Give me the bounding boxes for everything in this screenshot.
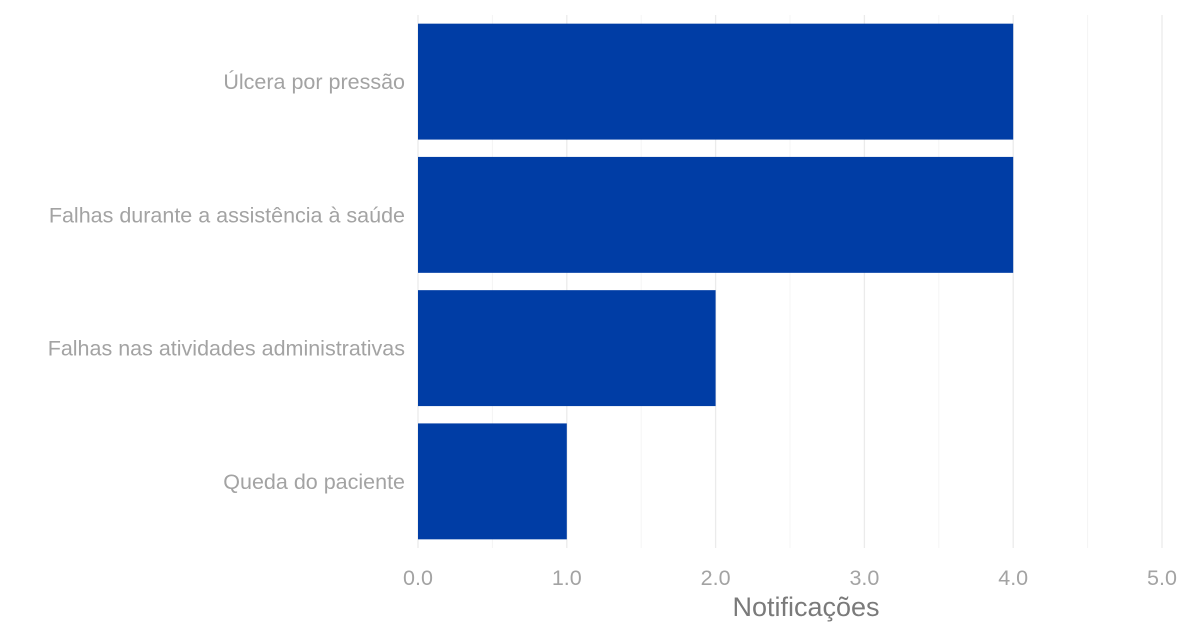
category-label: Úlcera por pressão (223, 69, 405, 94)
bars (418, 23, 1014, 540)
x-tick-label: 1.0 (552, 566, 582, 590)
x-tick-label: 2.0 (701, 566, 731, 590)
bar (418, 23, 1014, 140)
x-tick-label: 5.0 (1147, 566, 1177, 590)
category-label: Falhas nas atividades administrativas (48, 337, 405, 361)
bar (418, 423, 567, 540)
x-tick-label: 0.0 (403, 566, 433, 590)
x-tick-label: 4.0 (998, 566, 1028, 590)
category-labels: Úlcera por pressão Falhas durante a assis… (48, 69, 405, 494)
bar (418, 290, 716, 407)
category-label: Falhas durante a assistência à saúde (49, 203, 405, 227)
bar (418, 156, 1014, 273)
category-label: Queda do paciente (223, 470, 405, 494)
x-tick-label: 3.0 (849, 566, 879, 590)
x-axis-title: Notificações (732, 592, 879, 622)
x-axis-ticks: 0.0 1.0 2.0 3.0 4.0 5.0 (403, 566, 1177, 590)
